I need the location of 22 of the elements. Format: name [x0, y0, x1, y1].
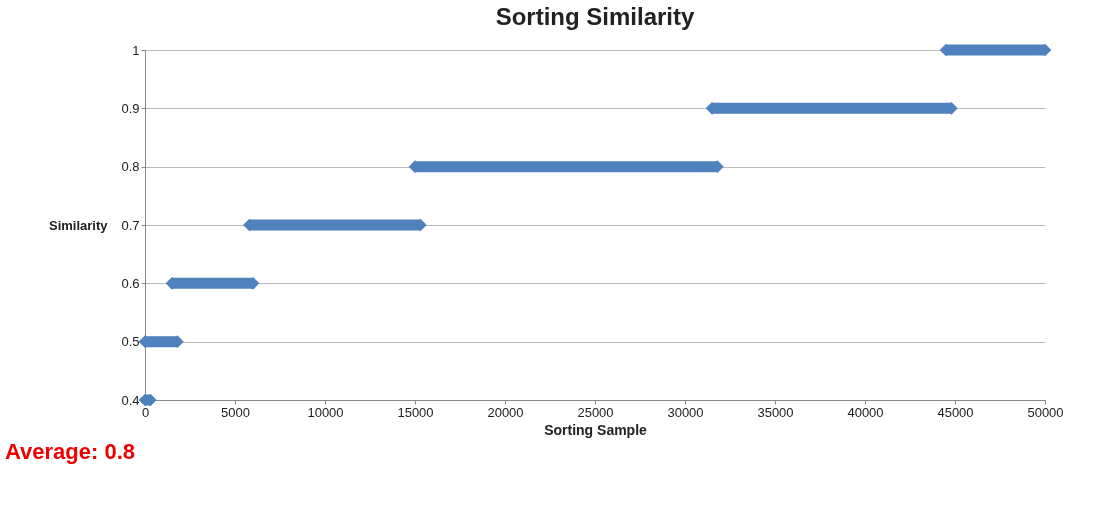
x-tick-label: 15000: [397, 404, 434, 420]
y-axis-title: Similarity: [48, 217, 109, 233]
x-tick-label: 10000: [307, 404, 344, 420]
y-tick-label: 0.7: [121, 217, 140, 233]
x-tick-label: 25000: [577, 404, 614, 420]
x-tick-label: 45000: [937, 404, 974, 420]
y-tick-label: 0.5: [121, 334, 140, 350]
x-tick-label: 35000: [757, 404, 794, 420]
chart-title: Sorting Similarity: [495, 2, 695, 30]
x-tick-label: 50000: [1027, 404, 1064, 420]
y-tick-label: 0.9: [121, 100, 140, 116]
y-tick-label: 0.6: [121, 275, 140, 291]
y-tick-label: 0.8: [121, 159, 140, 175]
y-tick-label: 0.4: [121, 392, 140, 408]
x-axis-title: Sorting Sample: [544, 421, 648, 438]
x-tick-label: 0: [141, 404, 150, 420]
x-tick-label: 30000: [667, 404, 704, 420]
y-tick-label: 1: [132, 42, 140, 58]
x-tick-label: 40000: [847, 404, 884, 420]
text: Average: 0.8: [5, 439, 136, 464]
x-tick-label: 5000: [221, 404, 250, 420]
x-tick-label: 20000: [487, 404, 524, 420]
